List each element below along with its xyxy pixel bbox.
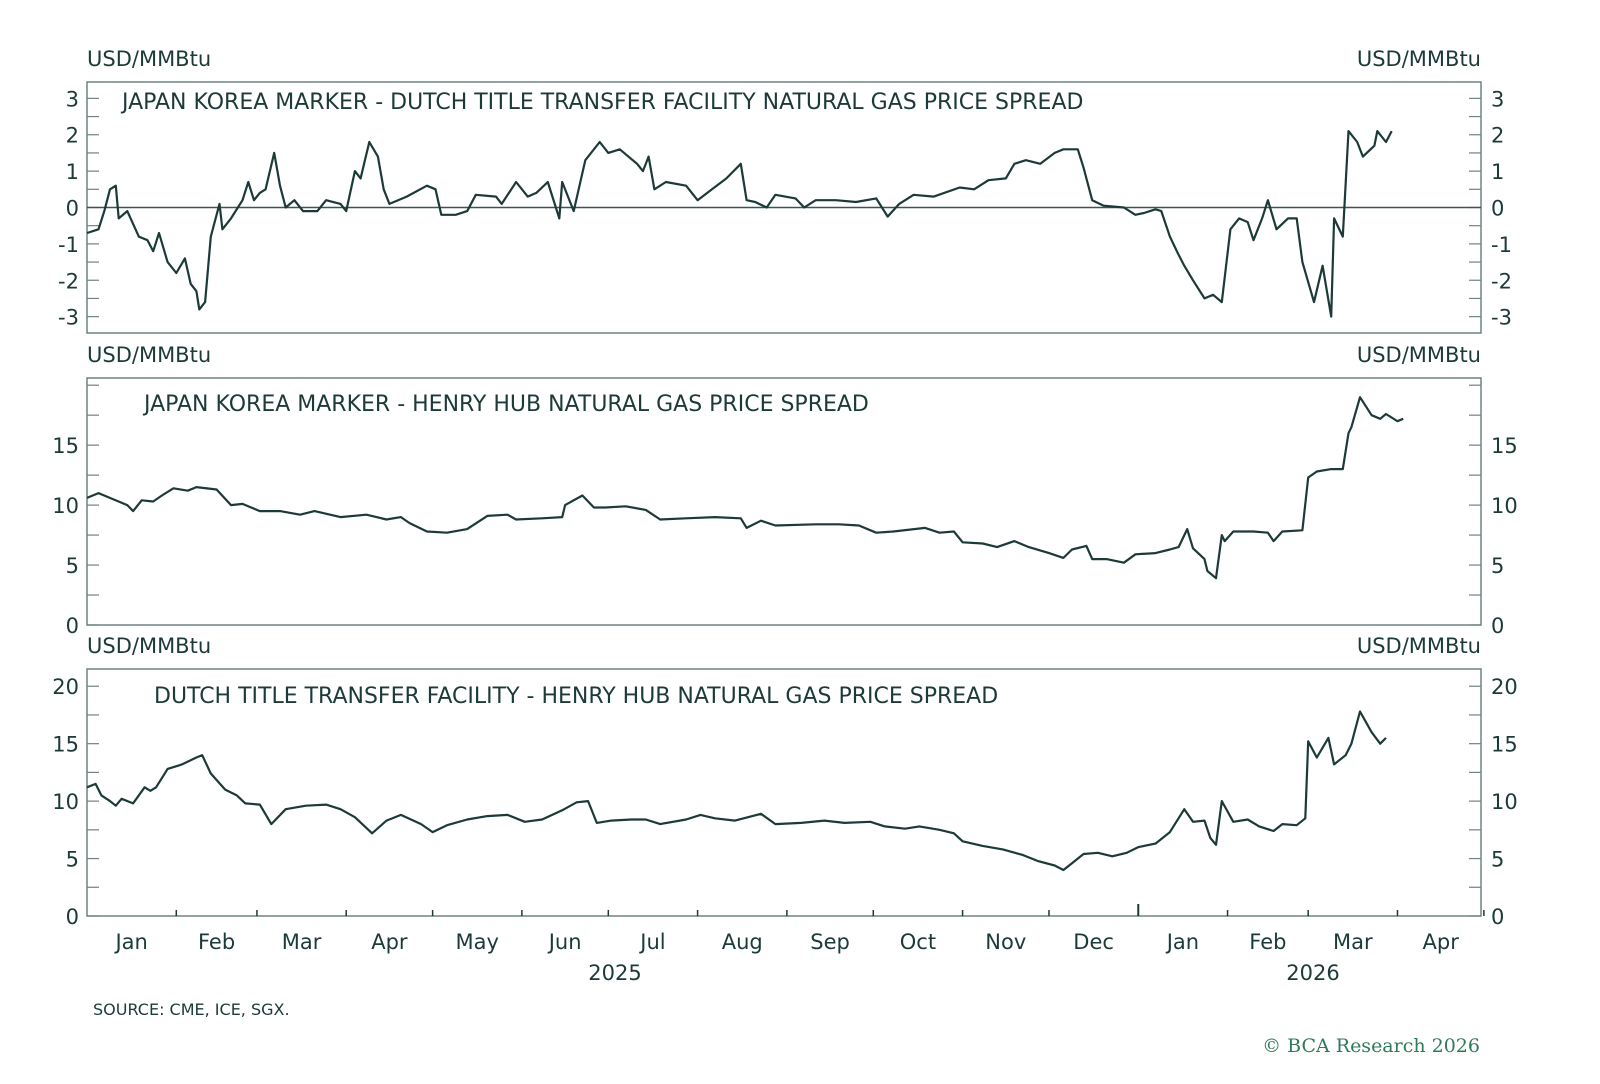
x-tick-label-month: Feb — [1249, 930, 1286, 954]
source-note: SOURCE: CME, ICE, SGX. — [93, 1000, 290, 1019]
y-tick-label-right: -3 — [1491, 306, 1512, 330]
y-tick-label-right: 5 — [1491, 848, 1504, 872]
y-tick-label-left: 3 — [66, 87, 79, 111]
x-tick-label-month: Oct — [900, 930, 936, 954]
y-tick-label-left: 15 — [52, 434, 79, 458]
y-axis-label-right: USD/MMBtu — [1357, 634, 1481, 658]
x-axis: Jan Feb Mar Apr May Jun Jul Aug Sep Oct Nov Dec Jan F… — [113, 904, 1485, 985]
y-tick-label-right: 5 — [1491, 554, 1504, 578]
plot-frame — [86, 668, 1482, 917]
x-tick-label-month: Dec — [1073, 930, 1114, 954]
x-year-label: 2025 — [588, 961, 641, 985]
x-tick-label-month: Mar — [282, 930, 322, 954]
y-axis-label-left: USD/MMBtu — [87, 47, 211, 71]
y-tick-label-left: 0 — [66, 197, 79, 221]
panel-title: JAPAN KOREA MARKER - DUTCH TITLE TRANSFE… — [120, 90, 1083, 115]
x-tick-label-month: Jan — [113, 930, 147, 954]
copyright-logo: © BCA Research 2026 — [1262, 1035, 1480, 1057]
x-tick-label-month: Mar — [1333, 930, 1373, 954]
y-tick-label-left: 1 — [66, 160, 79, 184]
y-axis-label-right: USD/MMBtu — [1357, 343, 1481, 367]
y-tick-label-right: 2 — [1491, 124, 1504, 148]
x-tick-label-month: Jul — [638, 930, 665, 954]
y-tick-label-right: 0 — [1491, 197, 1504, 221]
x-tick-label-month: Apr — [1423, 930, 1460, 954]
y-tick-label-right: 20 — [1491, 675, 1518, 699]
x-tick-label-month: Nov — [985, 930, 1026, 954]
y-tick-label-right: 1 — [1491, 160, 1504, 184]
y-tick-label-right: 15 — [1491, 434, 1518, 458]
y-tick-label-right: 0 — [1491, 905, 1504, 929]
y-axis-label-left: USD/MMBtu — [87, 343, 211, 367]
y-tick-label-left: 15 — [52, 733, 79, 757]
y-tick-label-right: 3 — [1491, 87, 1504, 111]
y-axis-label-left: USD/MMBtu — [87, 634, 211, 658]
panel-3: USD/MMBtu USD/MMBtu DUTCH TITLE TRANSFER F… — [52, 634, 1517, 929]
y-tick-label-right: 10 — [1491, 494, 1518, 518]
series-line — [86, 130, 1393, 318]
panel-1: USD/MMBtu USD/MMBtu JAPAN KOREA MARKER - D… — [58, 47, 1512, 334]
x-tick-label-month: May — [456, 930, 499, 954]
series-line — [86, 396, 1404, 580]
y-tick-label-left: 0 — [66, 614, 79, 638]
y-tick-label-left: -1 — [58, 233, 79, 257]
y-axis-label-right: USD/MMBtu — [1357, 47, 1481, 71]
y-tick-label-left: 10 — [52, 790, 79, 814]
y-tick-label-left: 10 — [52, 494, 79, 518]
y-tick-label-right: 0 — [1491, 614, 1504, 638]
x-tick-label-month: Jan — [1165, 930, 1199, 954]
x-tick-label-month: Jun — [547, 930, 582, 954]
series-line — [86, 710, 1387, 872]
x-tick-label-month: Feb — [198, 930, 235, 954]
y-tick-label-left: -2 — [58, 269, 79, 293]
y-tick-label-left: -3 — [58, 306, 79, 330]
y-tick-label-left: 0 — [66, 905, 79, 929]
y-tick-label-right: 15 — [1491, 733, 1518, 757]
x-tick-label-month: Aug — [722, 930, 763, 954]
y-tick-label-left: 5 — [66, 848, 79, 872]
x-tick-label-month: Apr — [371, 930, 408, 954]
panel-2: USD/MMBtu USD/MMBtu JAPAN KOREA MARKER - H… — [52, 343, 1517, 638]
panel-title: JAPAN KOREA MARKER - HENRY HUB NATURAL G… — [142, 392, 869, 417]
y-tick-label-left: 20 — [52, 675, 79, 699]
y-tick-label-left: 2 — [66, 124, 79, 148]
y-tick-label-right: -2 — [1491, 269, 1512, 293]
panel-title: DUTCH TITLE TRANSFER FACILITY - HENRY HU… — [154, 684, 998, 709]
y-tick-label-right: -1 — [1491, 233, 1512, 257]
y-tick-label-right: 10 — [1491, 790, 1518, 814]
plot-frame — [86, 377, 1482, 626]
x-tick-label-month: Sep — [810, 930, 850, 954]
y-tick-label-left: 5 — [66, 554, 79, 578]
x-year-label: 2026 — [1286, 961, 1339, 985]
